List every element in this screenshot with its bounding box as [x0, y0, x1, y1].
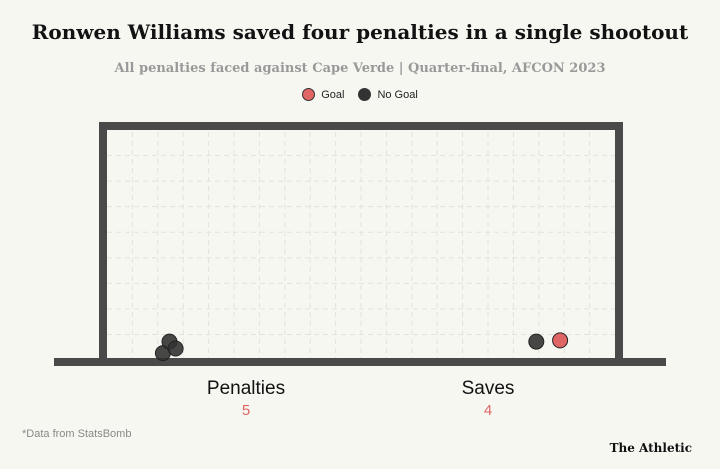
penalties-label: Penalties	[206, 378, 286, 399]
legend-item-no-goal: No Goal	[358, 88, 418, 101]
goal-posts	[99, 122, 623, 362]
chart-title: Ronwen Williams saved four penalties in …	[31, 20, 689, 44]
footnote: *Data from StatsBomb	[22, 428, 132, 440]
legend-no-goal-label: No Goal	[377, 88, 418, 101]
legend-goal-swatch	[302, 88, 316, 101]
shot-point-3	[167, 340, 184, 357]
shot-point-4	[528, 333, 545, 350]
legend-no-goal-swatch	[358, 88, 372, 101]
legend-item-goal: Goal	[302, 88, 344, 101]
chart-subtitle: All penalties faced against Cape Verde |…	[114, 61, 606, 76]
shot-points	[154, 332, 569, 362]
saves-value: 4	[483, 402, 493, 419]
brand-logo: The Athletic	[609, 441, 692, 455]
legend: Goal No Goal	[0, 88, 720, 101]
penalties-value: 5	[241, 402, 251, 419]
goal-frame	[54, 122, 666, 366]
goal-grid	[107, 132, 615, 360]
shot-point-5	[552, 332, 569, 349]
legend-goal-label: Goal	[321, 88, 345, 101]
saves-label: Saves	[461, 378, 515, 399]
